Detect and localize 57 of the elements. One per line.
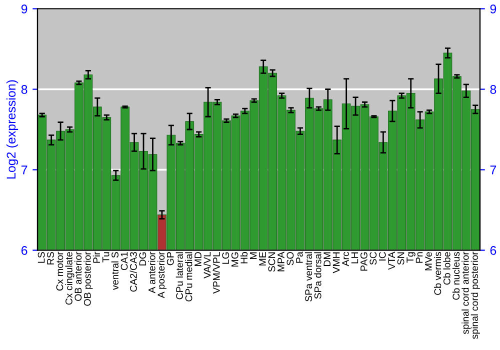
x-tick-label: Cx cingulate [65,252,74,305]
x-tick-label: SPa ventral [304,252,312,302]
x-tick-label: CA1 [120,252,128,270]
x-tick-label: A posterior [157,252,166,298]
x-tick-label: VTA [388,252,395,270]
x-tick-label: Cx motor [56,252,64,291]
y2-tick-label: 7 [490,166,496,174]
x-tick-label: Pir [92,252,100,263]
y-axis-title: Log2 (expression) [6,80,18,178]
y2-tick-label: 8 [490,85,496,94]
x-tick-label: OB posterior [84,252,93,306]
x-tick-label: DM [324,252,330,266]
x-tick-label: SCN [268,252,276,272]
x-tick-label: ventral S [111,252,118,290]
x-tick-label: MVe [425,252,432,270]
x-tick-label: A anterior [148,252,156,294]
x-tick-label: SPa dorsal [314,252,322,299]
x-tick-label: RS [47,252,54,264]
x-tick-label: MPA [278,252,284,272]
x-tick-label: spinal cord anterior [462,252,471,334]
x-tick-label: spinal cord posterior [470,252,480,339]
x-tick-label: Cb nucleus [452,252,460,300]
x-tick-label: IC [378,252,386,260]
x-tick-label: PAG [360,252,368,271]
x-tick-label: DG [139,252,146,266]
x-tick-label: CA2/CA3 [130,252,137,292]
x-tick-label: M [250,252,257,259]
x-tick-label: Pa [296,252,303,263]
y2-tick-label: 6 [490,246,496,255]
x-tick-label: LS [38,252,45,263]
x-tick-label: CPu lateral [176,252,183,300]
y-tick-label: 8 [21,85,28,94]
x-tick-label: VPM/VPL [212,252,220,294]
x-tick-label: Tg [406,252,416,263]
x-tick-label: LG [222,252,230,264]
x-tick-label: Tu [102,252,110,262]
x-tick-label: MG [231,252,238,266]
x-tick-label: Arc [342,252,349,266]
x-tick-label: ME [259,252,266,266]
y-tick-label: 9 [21,4,28,14]
x-tick-label: VA/VL [204,252,211,278]
x-tick-label: OB anterior [74,252,82,301]
y-tick-label: 7 [21,166,28,174]
y-tick-label: 6 [21,246,28,255]
x-tick-label: LH [351,252,358,264]
x-tick-label: CPu medial [185,252,192,302]
y2-tick-label: 9 [490,4,496,14]
x-tick-label: Cb lobe [443,252,450,285]
x-tick-label: SN [397,252,404,265]
x-tick-label: Pn [416,252,423,263]
x-tick-label: MD [194,252,202,266]
x-tick-label: SO [286,252,294,266]
x-tick-label: Hb [240,252,248,264]
x-tick-label: GP [166,252,174,266]
x-tick-label: Cb vermis [434,252,442,295]
x-tick-label: SC [370,252,377,265]
x-tick-label: VMH [332,252,340,274]
